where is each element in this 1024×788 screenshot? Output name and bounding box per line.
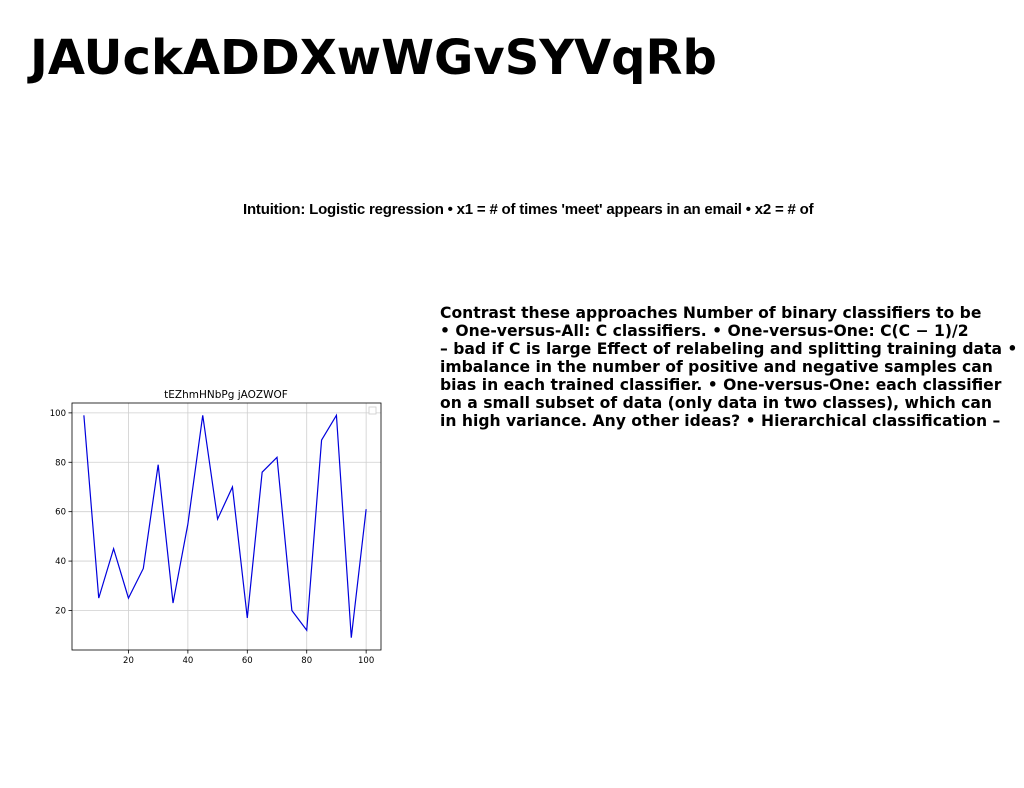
series-line [83,413,367,638]
contrast-line: on a small subset of data (only data in … [440,394,993,412]
y-tick-label: 20 [55,606,66,616]
contrast-line: Contrast these approaches Number of bina… [440,304,982,322]
slide-title: JAUckADDXwWGvSYVqRb [30,30,717,86]
line-chart-svg: tEZhmHNbPg jAOZWOF 20 40 60 80 100 20 40 60 80 10… [50,389,382,666]
contrast-line: – bad if C is large Effect of relabeling… [440,340,1018,358]
x-tick-label: 40 [182,656,193,666]
contrast-line: bias in each trained classifier. • One-v… [440,376,1002,394]
y-tick-label: 60 [55,508,66,518]
x-tick-label: 100 [358,656,374,666]
y-tick-label: 100 [50,409,66,419]
contrast-line: • One-versus-All: C classifiers. • One-v… [440,322,969,340]
x-tick-label: 60 [242,656,253,666]
contrast-text-block: Contrast these approaches Number of bina… [440,304,1024,430]
plot-frame [71,402,382,651]
contrast-line: in high variance. Any other ideas? • Hie… [440,412,1001,430]
chart-title: tEZhmHNbPg jAOZWOF [164,389,288,401]
x-tick-label: 20 [123,656,134,666]
x-tick-label: 80 [301,656,312,666]
contrast-line: imbalance in the number of positive and … [440,358,993,376]
y-tick-label: 80 [55,458,66,468]
legend-box [368,406,377,415]
intuition-heading: Intuition: Logistic regression • x1 = # … [243,201,814,218]
line-chart: tEZhmHNbPg jAOZWOF 20 40 60 80 100 20 40 60 80 10… [40,383,390,668]
y-tick-label: 40 [55,557,66,567]
